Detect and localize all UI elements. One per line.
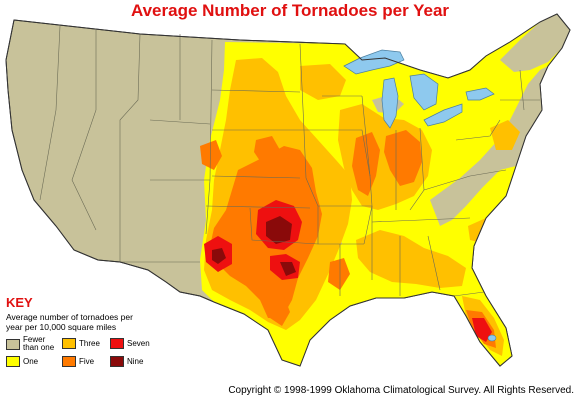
legend-item-three: Three	[62, 338, 100, 349]
great-lakes	[343, 49, 495, 129]
legend-item-seven: Seven	[110, 338, 150, 349]
legend-label-three: Three	[79, 338, 100, 348]
zone-five-illinois	[352, 132, 380, 196]
legend-swatch-five	[62, 356, 76, 367]
legend-swatch-one	[6, 356, 20, 367]
legend-label-nine: Nine	[127, 356, 144, 366]
legend-label-fewer: Fewer than one	[23, 335, 55, 352]
zone-five-texas-coast	[270, 296, 290, 326]
zone-nine-texas	[212, 248, 226, 264]
zone-five-nebraska	[254, 136, 280, 164]
legend-label-one: One	[23, 356, 39, 366]
zone-five-gulf	[328, 258, 350, 290]
legend-item-one: One	[6, 356, 38, 367]
zone-five-indiana	[384, 130, 422, 186]
lake-superior	[343, 49, 405, 75]
legend-item-nine: Nine	[110, 356, 143, 367]
legend-label-seven: Seven	[127, 338, 150, 348]
legend-heading: KEY	[6, 295, 33, 310]
lake-okeechobee	[487, 334, 497, 342]
zone-fewer-appalachian	[430, 66, 548, 226]
legend-swatch-three	[62, 338, 76, 349]
legend-item-five: Five	[62, 356, 94, 367]
zone-three-dixie	[356, 230, 466, 288]
legend-item-fewer: Fewer than one	[6, 336, 58, 352]
state-boundaries	[39, 25, 540, 297]
zone-nine-kansas	[266, 216, 292, 244]
lake-ontario	[465, 87, 495, 101]
map-legend: KEY Average number of tornadoes per year…	[6, 296, 156, 368]
lake-michigan	[381, 77, 399, 129]
legend-swatch-nine	[110, 356, 124, 367]
zone-fewer-newengland	[500, 14, 570, 72]
us-outline	[5, 13, 571, 367]
legend-items: Fewer than one One Three Five Seven Nine	[6, 336, 156, 368]
legend-label-five: Five	[79, 356, 95, 366]
zone-five-panhandle	[200, 140, 222, 170]
legend-swatch-seven	[110, 338, 124, 349]
zone-three-virginia	[490, 120, 520, 150]
copyright-notice: Copyright © 1998-1999 Oklahoma Climatolo…	[228, 385, 574, 396]
map-title: Average Number of Tornadoes per Year	[130, 1, 450, 20]
legend-description: Average number of tornadoes per year per…	[6, 312, 133, 332]
zone-nine-oklahoma	[280, 262, 296, 276]
lake-erie	[423, 103, 463, 127]
lake-huron	[409, 73, 439, 111]
legend-swatch-fewer	[6, 338, 20, 350]
zone-three-north	[300, 64, 346, 100]
